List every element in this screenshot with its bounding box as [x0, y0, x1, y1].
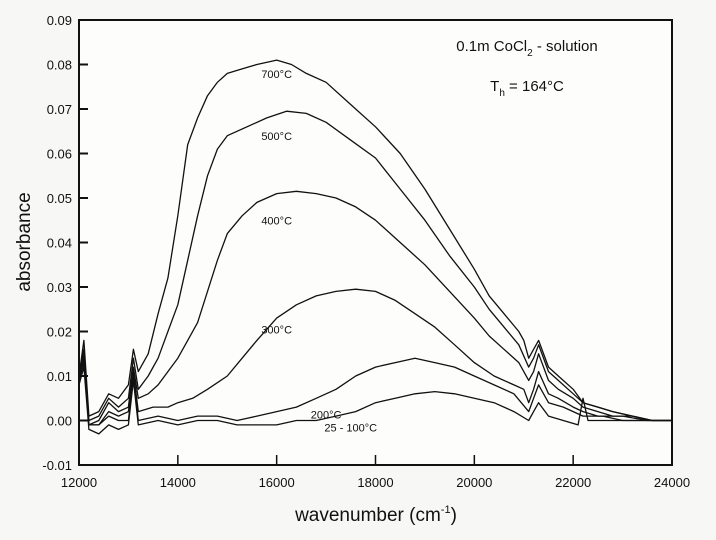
curve-label: 700°C — [261, 69, 292, 81]
y-tick-label: 0.07 — [47, 102, 72, 117]
series-line-700-C — [78, 59, 672, 422]
series-line-400-C — [78, 190, 672, 426]
curve-label: 500°C — [261, 131, 292, 143]
series-line-500-C — [78, 110, 672, 422]
x-tick-label: 24000 — [654, 475, 690, 490]
y-axis-ticks: 0.09 0.08 0.07 0.06 0.05 0.04 0.03 0.02 0.01 0.00… — [42, 13, 88, 473]
plot-frame — [78, 19, 673, 466]
y-tick-label: 0.02 — [47, 325, 72, 340]
x-tick-label: 12000 — [61, 475, 97, 490]
x-tick-label: 14000 — [160, 475, 196, 490]
annotation-solution-rest: - solution — [533, 38, 598, 55]
spectra-curves — [78, 59, 672, 435]
y-tick-label: -0.01 — [42, 458, 72, 473]
series-line-25-100-C — [78, 366, 672, 435]
y-tick-label: 0.09 — [47, 13, 72, 28]
y-tick-label: 0.00 — [47, 414, 72, 429]
y-tick-label: 0.08 — [47, 58, 72, 73]
annotation-th-rest: = 164°C — [505, 78, 564, 95]
curve-labels: 700°C 500°C 400°C 300°C 200°C 25 - 100°C — [261, 69, 377, 435]
y-tick-label: 0.04 — [47, 236, 72, 251]
x-tick-label: 16000 — [259, 475, 295, 490]
annotation-th-sub: h — [499, 88, 505, 99]
annotation-solution-main: 0.1m CoCl — [456, 38, 527, 55]
curve-label: 200°C — [311, 409, 342, 421]
y-tick-label: 0.06 — [47, 147, 72, 162]
x-tick-label: 18000 — [357, 475, 393, 490]
y-tick-label: 0.01 — [47, 369, 72, 384]
x-tick-label: 22000 — [555, 475, 591, 490]
annotation-th-main: T — [490, 78, 499, 95]
x-axis-title-main: wavenumber (cm — [294, 505, 441, 526]
curve-label: 400°C — [261, 216, 292, 228]
y-tick-label: 0.05 — [47, 191, 72, 206]
curve-label: 25 - 100°C — [324, 423, 377, 435]
curve-label: 300°C — [261, 325, 292, 337]
annotation-solution-sub: 2 — [527, 48, 533, 59]
x-axis-title: wavenumber (cm-1) — [294, 504, 457, 526]
x-axis-ticks: 12000 14000 16000 18000 20000 22000 24000 — [61, 455, 690, 490]
y-tick-label: 0.03 — [47, 280, 72, 295]
x-tick-label: 20000 — [456, 475, 492, 490]
annotation-th: Th = 164°C — [490, 78, 564, 99]
y-axis-title: absorbance — [14, 192, 35, 291]
x-axis-title-close: ) — [451, 505, 457, 526]
annotation-solution: 0.1m CoCl2 - solution — [456, 38, 597, 59]
x-axis-title-sup: -1 — [441, 504, 451, 516]
